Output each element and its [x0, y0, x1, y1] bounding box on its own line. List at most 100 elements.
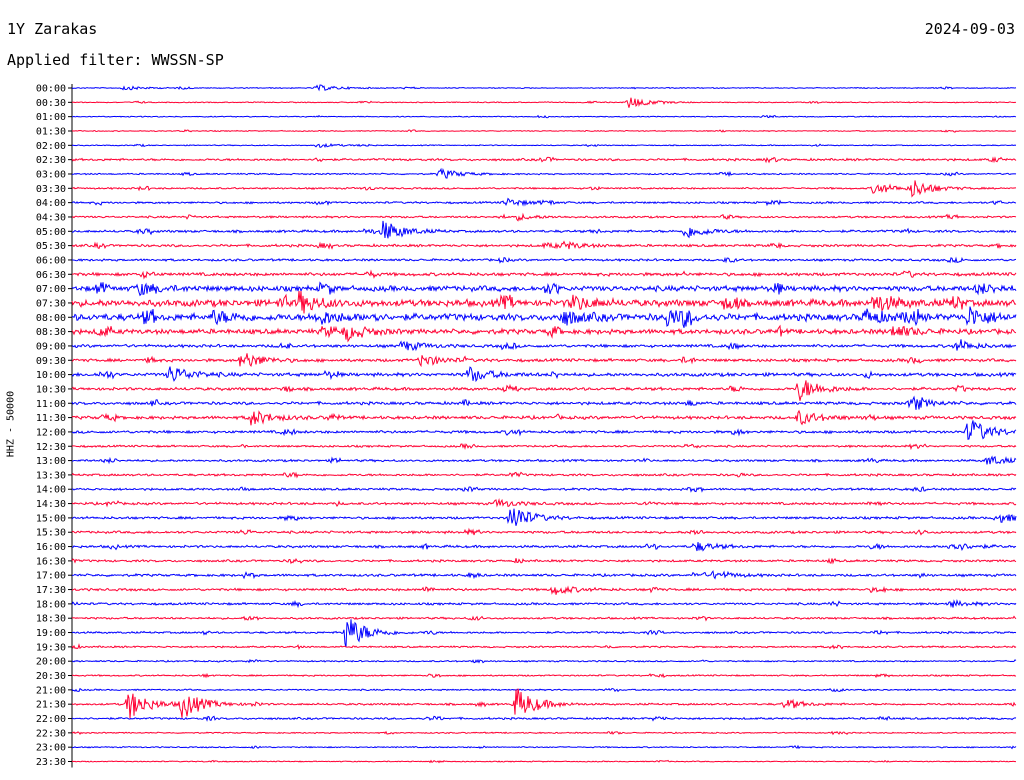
y-tick-label: 01:30 — [36, 126, 66, 137]
y-tick-label: 13:00 — [36, 456, 66, 467]
date-label: 2024-09-03 — [924, 20, 1015, 38]
y-tick-label: 05:00 — [36, 227, 66, 238]
trace-line-0600 — [71, 256, 1017, 264]
trace-line-0530 — [71, 240, 1017, 250]
y-tick-label: 11:00 — [36, 399, 66, 410]
y-tick-label: 17:30 — [36, 585, 66, 596]
trace-line-0400 — [71, 197, 1017, 207]
filter-label: Applied filter: WWSSN-SP — [7, 51, 224, 69]
y-tick-label: 22:00 — [36, 714, 66, 725]
y-tick-label: 15:00 — [36, 513, 66, 524]
trace-line-2330 — [71, 759, 1016, 764]
trace-line-0000 — [71, 84, 1017, 92]
trace-line-1700 — [71, 570, 1017, 580]
y-tick-label: 10:00 — [36, 370, 66, 381]
y-tick-label: 10:30 — [36, 384, 66, 395]
station-title: 1Y Zarakas — [7, 20, 98, 38]
y-tick-label: 16:30 — [36, 556, 66, 567]
trace-line-1330 — [71, 471, 1017, 479]
trace-line-1530 — [71, 527, 1017, 536]
y-tick-label: 15:30 — [36, 528, 66, 539]
y-tick-label: 08:00 — [36, 313, 66, 324]
y-tick-label: 12:30 — [36, 442, 66, 453]
trace-line-0930 — [71, 353, 1017, 368]
y-tick-label: 23:00 — [36, 743, 66, 754]
trace-line-1930 — [71, 643, 1017, 650]
y-tick-label: 18:00 — [36, 599, 66, 610]
trace-line-0700 — [71, 281, 1017, 297]
trace-line-1200 — [71, 420, 1017, 440]
y-tick-label: 00:00 — [36, 84, 66, 95]
trace-line-1500 — [71, 508, 1017, 526]
trace-line-1000 — [71, 366, 1017, 383]
y-tick-label: 02:00 — [36, 141, 66, 152]
y-tick-label: 06:00 — [36, 255, 66, 266]
trace-line-0900 — [71, 339, 1017, 352]
y-tick-label: 16:00 — [36, 542, 66, 553]
trace-line-0200 — [71, 142, 1017, 149]
y-tick-label: 07:30 — [36, 298, 66, 309]
y-tick-label: 09:30 — [36, 356, 66, 367]
y-tick-label: 03:00 — [36, 169, 66, 180]
trace-line-1900 — [71, 619, 1017, 648]
y-tick-label: 04:00 — [36, 198, 66, 209]
y-tick-label: 17:00 — [36, 571, 66, 582]
y-tick-label: 04:30 — [36, 212, 66, 223]
y-tick-label: 11:30 — [36, 413, 66, 424]
y-tick-label: 05:30 — [36, 241, 66, 252]
y-tick-label: 21:30 — [36, 700, 66, 711]
y-tick-label: 20:30 — [36, 671, 66, 682]
y-tick-label: 07:00 — [36, 284, 66, 295]
trace-line-0300 — [71, 167, 1017, 179]
y-tick-label: 14:30 — [36, 499, 66, 510]
trace-line-1300 — [71, 455, 1017, 465]
trace-line-0030 — [71, 97, 1017, 108]
trace-line-1130 — [71, 409, 1017, 426]
trace-line-2200 — [71, 715, 1017, 722]
y-tick-label: 21:00 — [36, 685, 66, 696]
trace-line-0430 — [71, 212, 1017, 222]
y-tick-label: 00:30 — [36, 98, 66, 109]
trace-line-0830 — [71, 324, 1017, 343]
y-tick-label: 20:00 — [36, 657, 66, 668]
y-tick-label: 14:00 — [36, 485, 66, 496]
trace-line-1730 — [71, 585, 1017, 595]
trace-line-0230 — [71, 156, 1017, 164]
y-tick-label: 22:30 — [36, 728, 66, 739]
y-tick-label: 19:30 — [36, 642, 66, 653]
trace-line-1400 — [71, 486, 1017, 493]
trace-line-1230 — [71, 443, 1017, 451]
trace-line-0100 — [71, 114, 1017, 119]
y-tick-label: 13:30 — [36, 470, 66, 481]
y-tick-label: 02:30 — [36, 155, 66, 166]
trace-line-1830 — [71, 615, 1017, 622]
y-tick-label: 08:30 — [36, 327, 66, 338]
trace-line-1430 — [71, 498, 1017, 508]
trace-line-1030 — [71, 380, 1017, 401]
y-tick-label: 19:00 — [36, 628, 66, 639]
trace-line-0330 — [71, 180, 1017, 198]
trace-line-0730 — [71, 290, 1017, 314]
trace-line-1600 — [71, 542, 1017, 552]
trace-line-0500 — [71, 220, 1017, 239]
trace-line-1800 — [71, 599, 1017, 609]
y-tick-label: 03:30 — [36, 184, 66, 195]
y-tick-label: 18:30 — [36, 614, 66, 625]
trace-line-2100 — [71, 687, 1017, 693]
trace-line-1100 — [71, 395, 1017, 410]
trace-line-2030 — [71, 672, 1017, 679]
trace-line-0800 — [71, 306, 1017, 328]
trace-line-2130 — [71, 688, 1017, 719]
trace-line-2000 — [71, 658, 1017, 664]
trace-line-0130 — [71, 129, 1017, 133]
trace-line-2300 — [71, 744, 1017, 750]
y-tick-label: 12:00 — [36, 427, 66, 438]
trace-line-1630 — [71, 557, 1017, 565]
trace-line-0630 — [71, 269, 1017, 280]
trace-line-2230 — [71, 730, 1017, 736]
y-tick-label: 09:00 — [36, 341, 66, 352]
y-tick-label: 06:30 — [36, 270, 66, 281]
y-tick-label: 01:00 — [36, 112, 66, 123]
y-tick-label: 23:30 — [36, 757, 66, 768]
